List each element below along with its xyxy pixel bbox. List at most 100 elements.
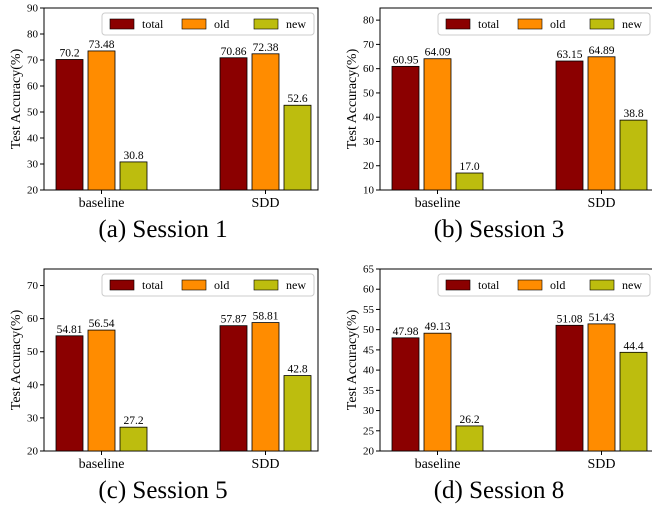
chart-panel-session-5: 20 30 40 50 60 70 Test Accuracy(%) 54.81 56.54 27… (0, 261, 326, 504)
bar-value-label: 58.81 (253, 311, 279, 323)
y-tick-label: 20 (363, 446, 375, 458)
y-tick-label: 40 (27, 379, 39, 391)
chart-caption: (a) Session 1 (98, 216, 228, 243)
bar-old-baseline (87, 50, 116, 191)
y-tick-label: 60 (363, 284, 375, 296)
bar-value-label: 38.8 (623, 108, 643, 120)
chart-panel-session-1: 20 30 40 50 60 70 80 90 Test Accuracy(%) 70.2 73.4… (0, 0, 326, 243)
bar-new-baseline (455, 172, 484, 191)
legend-label-total: total (142, 278, 164, 292)
y-tick-label: 65 (363, 264, 375, 276)
legend-label-old: old (550, 17, 565, 31)
bar-new-SDD (283, 375, 312, 452)
bar-chart-session-8: 20 25 30 35 40 45 50 55 60 65 Test Accuracy(%) 47.9… (345, 264, 652, 472)
legend-box (437, 12, 651, 36)
y-axis-label: Test Accuracy(%) (9, 309, 24, 410)
bar-value-label: 26.2 (459, 414, 479, 426)
legend-swatch-old (181, 279, 207, 291)
bar-value-label: 63.15 (557, 49, 583, 61)
bar-value-label: 70.86 (221, 46, 247, 58)
bar-value-label: 64.89 (589, 45, 615, 57)
y-tick-label: 30 (27, 159, 39, 171)
bar-value-label: 51.08 (557, 313, 583, 325)
x-tick-label: baseline (79, 457, 125, 472)
legend-swatch-new (253, 18, 279, 30)
bar-value-label: 60.95 (393, 54, 419, 66)
chart-panel-session-3: 10 20 30 40 50 60 70 80 Test Accuracy(%) 60.95 64.… (336, 0, 652, 243)
chart-panel-session-8: 20 25 30 35 40 45 50 55 60 65 Test Accuracy(%) 47.9… (336, 261, 652, 504)
bar-total-SDD (219, 57, 248, 191)
bar-value-label: 57.87 (221, 314, 247, 326)
y-tick-label: 80 (363, 15, 375, 27)
bar-value-label: 51.43 (589, 312, 615, 324)
legend-label-old: old (214, 17, 229, 31)
y-tick-label: 50 (363, 87, 375, 99)
y-tick-label: 55 (363, 304, 375, 316)
y-axis-label: Test Accuracy(%) (9, 48, 24, 149)
y-tick-label: 40 (363, 365, 375, 377)
y-tick-label: 50 (27, 346, 39, 358)
x-tick-label: SDD (587, 196, 615, 211)
y-tick-label: 30 (363, 136, 375, 148)
bar-value-label: 64.09 (425, 47, 451, 59)
plot-frame (379, 7, 652, 191)
bar-value-label: 52.6 (287, 93, 307, 105)
chart-caption: (b) Session 3 (433, 216, 565, 243)
legend-swatch-new (589, 18, 615, 30)
x-tick-label: baseline (415, 196, 461, 211)
bar-value-label: 30.8 (123, 150, 143, 162)
bar-value-label: 17.0 (459, 161, 479, 173)
legend-label-new: new (622, 17, 642, 31)
y-tick-label: 70 (363, 39, 375, 51)
y-tick-label: 70 (27, 280, 39, 292)
y-axis-label: Test Accuracy(%) (345, 309, 360, 410)
bar-total-SDD (555, 60, 584, 191)
legend-swatch-old (517, 279, 543, 291)
y-tick-label: 20 (27, 185, 39, 197)
x-tick-label: SDD (587, 457, 615, 472)
y-tick-label: 50 (363, 324, 375, 336)
x-tick-label: SDD (251, 457, 279, 472)
bar-new-baseline (119, 161, 148, 191)
y-tick-label: 40 (27, 133, 39, 145)
bar-old-SDD (251, 322, 280, 452)
chart-caption: (d) Session 8 (433, 477, 565, 504)
bar-value-label: 44.4 (623, 340, 643, 352)
bar-new-SDD (619, 119, 648, 191)
y-tick-label: 60 (27, 81, 39, 93)
y-tick-label: 30 (27, 412, 39, 424)
bar-total-baseline (391, 337, 420, 452)
y-tick-label: 80 (27, 29, 39, 41)
plot-frame (43, 268, 319, 452)
bar-new-baseline (119, 426, 148, 452)
bar-total-SDD (219, 325, 248, 452)
y-tick-label: 90 (27, 3, 39, 15)
legend-label-new: new (286, 278, 306, 292)
bar-value-label: 73.48 (89, 39, 115, 51)
legend-swatch-new (589, 279, 615, 291)
bar-value-label: 72.38 (253, 42, 279, 54)
x-tick-label: baseline (415, 457, 461, 472)
bar-total-baseline (55, 59, 84, 191)
legend-box (101, 12, 315, 36)
y-tick-label: 45 (363, 344, 375, 356)
legend-swatch-total (109, 18, 135, 30)
bar-new-SDD (619, 351, 648, 452)
legend-label-new: new (286, 17, 306, 31)
y-tick-label: 60 (27, 313, 39, 325)
legend-label-old: old (550, 278, 565, 292)
bar-old-baseline (87, 329, 116, 452)
bar-chart-session-1: 20 30 40 50 60 70 80 90 Test Accuracy(%) 70.2 73.4… (9, 3, 319, 211)
bar-total-SDD (555, 324, 584, 452)
legend-label-new: new (622, 278, 642, 292)
chart-caption: (c) Session 5 (98, 477, 228, 504)
y-tick-label: 25 (363, 425, 375, 437)
y-tick-label: 50 (27, 107, 39, 119)
y-tick-label: 35 (363, 385, 375, 397)
bar-value-label: 42.8 (287, 364, 307, 376)
bar-old-baseline (423, 332, 452, 452)
x-tick-label: baseline (79, 196, 125, 211)
y-tick-label: 30 (363, 405, 375, 417)
bar-value-label: 56.54 (89, 318, 115, 330)
bar-old-SDD (587, 323, 616, 452)
